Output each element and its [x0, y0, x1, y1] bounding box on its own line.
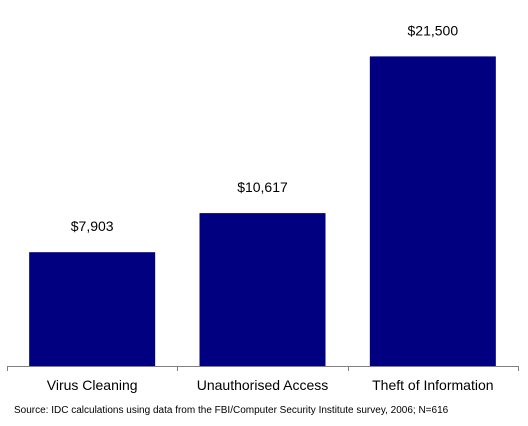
bar: [199, 213, 326, 366]
bar: [29, 252, 156, 366]
category-label: Unauthorised Access: [197, 377, 329, 393]
bar-value-label: $10,617: [237, 179, 288, 195]
category-label: Virus Cleaning: [47, 377, 138, 393]
value-labels-group: $7,903 $10,617 $21,500: [71, 22, 459, 234]
bar-value-label: $7,903: [71, 218, 114, 234]
source-note: Source: IDC calculations using data from…: [14, 405, 449, 416]
bar-chart: $7,903 $10,617 $21,500 Virus Cleaning Unaut…: [7, 22, 519, 393]
category-labels-group: Virus Cleaning Unauthorised Access Theft o…: [47, 377, 494, 393]
bar: [369, 56, 496, 367]
bar-value-label: $21,500: [408, 22, 459, 38]
category-label: Theft of Information: [372, 377, 493, 393]
bars-group: [29, 56, 496, 367]
x-axis-ticks: [7, 366, 519, 371]
